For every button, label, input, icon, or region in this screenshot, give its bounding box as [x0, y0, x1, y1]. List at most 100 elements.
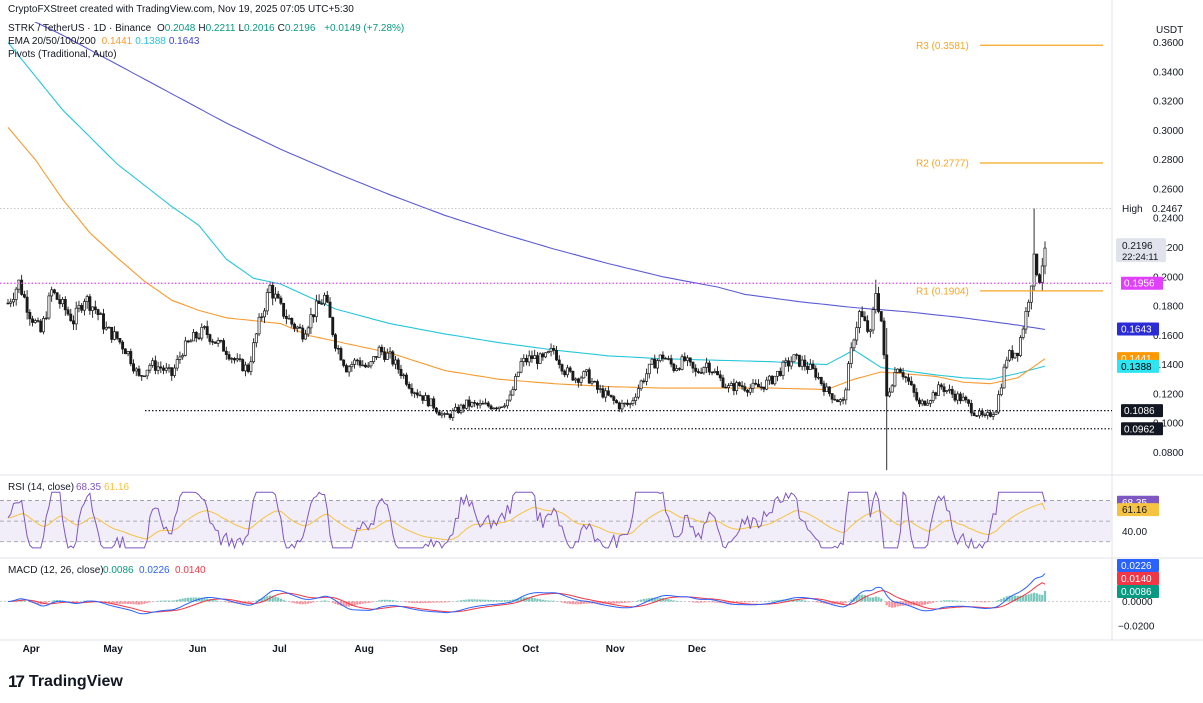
macd-pane[interactable]	[0, 573, 1112, 615]
ema-line-2	[7, 127, 1046, 391]
macd-histogram-bar	[642, 599, 645, 602]
macd-histogram-bar	[146, 601, 149, 604]
candle-body	[795, 354, 799, 356]
candle-body	[767, 375, 771, 381]
candle-body	[615, 400, 619, 404]
macd-tag-text: 0.0086	[1121, 587, 1152, 598]
candle-body	[151, 360, 155, 366]
candle-body	[645, 373, 649, 382]
macd-histogram-bar	[489, 599, 493, 602]
candle-body	[713, 370, 717, 373]
macd-histogram-bar	[465, 599, 468, 602]
candle-body	[9, 301, 13, 304]
macd-histogram-bar	[118, 601, 121, 604]
macd-histogram-bar	[323, 600, 326, 602]
candle-body	[110, 326, 114, 340]
candle-body	[765, 379, 769, 390]
y-tick-label: 0.1200	[1153, 389, 1184, 400]
macd-histogram-bar	[165, 600, 168, 602]
macd-histogram-bar	[926, 601, 929, 605]
candle-body	[432, 398, 436, 409]
rsi-pane[interactable]	[0, 490, 1112, 550]
candle-body	[751, 382, 755, 389]
macd-histogram-bar	[694, 601, 697, 603]
candle-body	[757, 383, 760, 388]
macd-histogram-bar	[121, 601, 124, 604]
candle-body	[219, 340, 223, 342]
macd-histogram-bar	[907, 601, 910, 606]
ema-value-2: 0.1643	[168, 36, 200, 47]
macd-histogram-bar	[795, 599, 798, 602]
candle-body	[257, 316, 261, 335]
rsi-ma-tag	[1117, 503, 1159, 517]
candle-body	[601, 388, 605, 398]
candle-body	[514, 376, 518, 390]
candle-body	[811, 363, 815, 369]
candle-body	[194, 331, 198, 339]
candle-body	[243, 364, 247, 372]
macd-histogram-bar	[1027, 594, 1030, 602]
macd-histogram-bar	[541, 599, 544, 602]
candle-body	[355, 359, 359, 362]
candle-body	[953, 393, 957, 401]
macd-histogram-bar	[358, 601, 362, 605]
macd-histogram-bar	[260, 598, 263, 602]
candle-body	[276, 293, 280, 299]
x-tick-label: Oct	[522, 644, 539, 655]
currency-label[interactable]: USDT	[1156, 25, 1184, 36]
macd-histogram-bar	[522, 597, 525, 602]
macd-histogram-bar	[45, 601, 48, 604]
macd-histogram-bar	[1043, 590, 1047, 602]
macd-axis-tick: 0.0000	[1122, 597, 1153, 608]
last-price-tag	[1116, 238, 1166, 263]
y-tick-label: 0.3000	[1153, 126, 1184, 137]
macd-histogram-bar	[1024, 595, 1027, 602]
macd-histogram-bar	[983, 601, 987, 603]
rsi-ma-value: 61.16	[104, 482, 129, 493]
candle-body	[104, 326, 108, 330]
candle-body	[475, 403, 479, 406]
countdown-text: 22:24:11	[1122, 252, 1158, 263]
macd-histogram-bar	[124, 601, 127, 604]
candle-body	[252, 342, 256, 363]
macd-histogram-bar	[738, 601, 741, 603]
candle-body	[887, 391, 891, 397]
candle-body	[557, 359, 561, 365]
macd-histogram-bar	[503, 600, 506, 602]
candle-body	[688, 357, 692, 363]
macd-hist-value: 0.0086	[103, 565, 134, 576]
candle-body	[707, 362, 711, 373]
candle-body	[96, 309, 100, 315]
candle-body	[328, 301, 332, 318]
candle-body	[241, 359, 245, 372]
macd-histogram-bar	[814, 601, 817, 603]
candle-body	[928, 400, 932, 404]
macd-histogram-bar	[713, 601, 716, 603]
candle-body	[470, 402, 474, 407]
macd-histogram-bar	[181, 598, 184, 602]
candle-body	[669, 358, 673, 365]
macd-histogram-bar	[691, 601, 695, 603]
macd-histogram-bar	[771, 600, 774, 602]
candle-body	[792, 354, 796, 363]
macd-histogram-bar	[53, 600, 56, 602]
ema-legend[interactable]: EMA 20/50/100/200 0.1441 0.1388 0.1643	[8, 36, 205, 47]
candle-body	[304, 333, 307, 340]
tradingview-logo[interactable]: 17 TradingView	[8, 672, 123, 692]
candle-body	[383, 351, 387, 360]
macd-histogram-bar	[214, 600, 217, 602]
candle-body	[606, 390, 610, 396]
price-pane[interactable]	[6, 9, 1047, 471]
tradingview-brand: TradingView	[28, 673, 123, 690]
price-axis[interactable]: 0.0800 0.1000 0.1200 0.1400 0.1600 0.1800 0.20…	[23, 38, 1184, 655]
candle-body	[511, 389, 515, 396]
macd-value: 0.0226	[139, 565, 170, 576]
pivots-legend[interactable]: Pivots (Traditional, Auto)	[8, 49, 117, 60]
y-tick-label: 0.3400	[1153, 67, 1184, 78]
macd-histogram-bar	[874, 596, 877, 602]
candle-body	[323, 294, 327, 305]
candle-body	[863, 316, 867, 321]
macd-histogram-bar	[473, 599, 476, 602]
candle-body	[822, 383, 826, 392]
